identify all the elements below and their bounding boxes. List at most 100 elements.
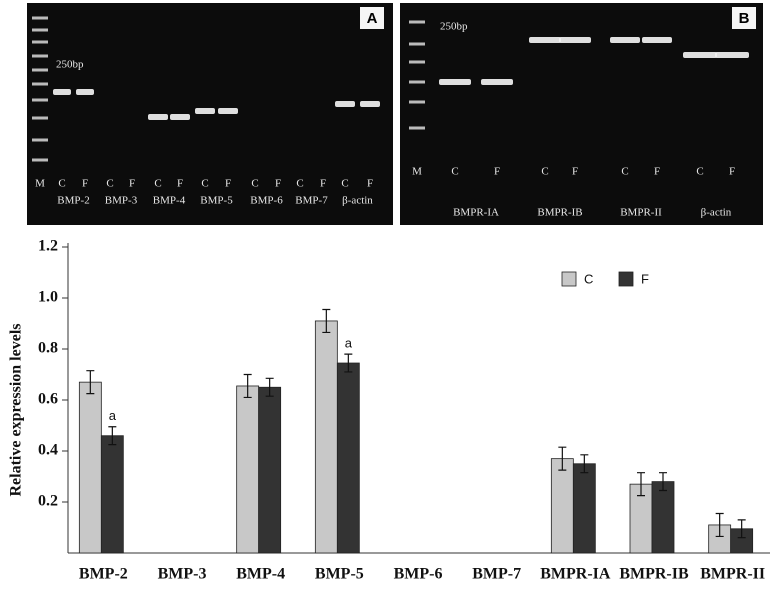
bar bbox=[336, 362, 360, 554]
lane-label: F bbox=[320, 178, 326, 190]
x-tick-label: BMP-7 bbox=[472, 566, 521, 583]
gel-band bbox=[715, 52, 749, 58]
lane-label: F bbox=[225, 178, 231, 190]
error-bar bbox=[558, 446, 567, 471]
y-tick-label: 1.2 bbox=[38, 238, 58, 255]
lane-label: F bbox=[572, 166, 578, 178]
ladder-band bbox=[409, 42, 425, 46]
x-tick-label: BMP-5 bbox=[315, 566, 364, 583]
ladder-band bbox=[32, 68, 48, 72]
bar bbox=[550, 458, 574, 554]
gene-label: BMP-6 bbox=[250, 195, 283, 207]
ladder-band bbox=[32, 138, 48, 142]
error-bar bbox=[715, 512, 724, 538]
size-marker: 250bp bbox=[440, 21, 468, 33]
error-bar bbox=[86, 370, 95, 395]
legend-label: C bbox=[584, 271, 593, 286]
ladder-label: M bbox=[35, 178, 45, 190]
gel-band bbox=[335, 101, 355, 107]
lane-label: C bbox=[341, 178, 348, 190]
ladder-band bbox=[409, 80, 425, 84]
error-bar bbox=[344, 353, 353, 373]
bar bbox=[314, 320, 338, 554]
legend-swatch bbox=[561, 271, 577, 287]
gene-label: BMPR-II bbox=[620, 207, 662, 219]
lane-label: F bbox=[367, 178, 373, 190]
gene-label: BMP-7 bbox=[295, 195, 328, 207]
gene-label: BMP-4 bbox=[153, 195, 186, 207]
gel-band bbox=[610, 37, 640, 43]
lane-label: F bbox=[129, 178, 135, 190]
lane-label: F bbox=[729, 166, 735, 178]
legend-swatch bbox=[618, 271, 634, 287]
lane-label: C bbox=[106, 178, 113, 190]
x-tick-label: BMP-6 bbox=[394, 566, 443, 583]
bar bbox=[651, 481, 675, 554]
lane-label: C bbox=[58, 178, 65, 190]
gel-band bbox=[76, 89, 94, 95]
gel-band bbox=[53, 89, 71, 95]
x-tick-label: BMP-2 bbox=[79, 566, 128, 583]
bar-chart: 0.2 0.4 0.6 0.8 1.0 1.2 Relative expression le… bbox=[8, 238, 770, 583]
significance-label: a bbox=[345, 336, 353, 351]
gel-band bbox=[481, 79, 513, 85]
y-tick-label: 0.8 bbox=[38, 340, 58, 357]
gel-band bbox=[529, 37, 561, 43]
panel-label-box bbox=[360, 7, 384, 29]
lane-label: F bbox=[177, 178, 183, 190]
gene-label: BMP-2 bbox=[57, 195, 89, 207]
x-tick-label: BMPR-II bbox=[700, 566, 765, 583]
error-bar bbox=[637, 472, 645, 497]
ladder-band bbox=[409, 20, 425, 24]
gene-label: BMPR-IA bbox=[453, 207, 499, 219]
lane-label: C bbox=[696, 166, 703, 178]
bar bbox=[100, 435, 124, 554]
error-bar bbox=[737, 519, 746, 539]
x-tick-label: BMP-4 bbox=[236, 566, 285, 583]
ladder-band bbox=[409, 100, 425, 104]
significance-label: a bbox=[109, 408, 117, 423]
gel-band bbox=[642, 37, 672, 43]
panel-label: B bbox=[739, 10, 750, 27]
ladder-band bbox=[32, 40, 48, 44]
gel-band bbox=[683, 52, 717, 58]
lane-label: C bbox=[541, 166, 548, 178]
gel-band bbox=[559, 37, 591, 43]
size-marker: 250bp bbox=[56, 59, 84, 71]
lane-label: C bbox=[201, 178, 208, 190]
gel-band bbox=[218, 108, 238, 114]
lane-label: F bbox=[82, 178, 88, 190]
panel-label: A bbox=[367, 10, 378, 27]
x-tick-label: BMP-3 bbox=[158, 566, 207, 583]
error-bar bbox=[243, 373, 252, 399]
bar bbox=[258, 386, 282, 554]
gel-panel-b bbox=[400, 3, 763, 225]
ladder-band bbox=[409, 126, 425, 130]
gene-label: BMP-3 bbox=[105, 195, 138, 207]
y-tick-label: 0.2 bbox=[38, 493, 58, 510]
y-tick-label: 0.6 bbox=[38, 391, 58, 408]
ladder-band bbox=[32, 28, 48, 32]
ladder-band bbox=[32, 98, 48, 102]
lane-label: F bbox=[275, 178, 281, 190]
x-tick-label: BMPR-IA bbox=[540, 566, 611, 583]
gene-label: β-actin bbox=[701, 207, 732, 219]
lane-label: F bbox=[654, 166, 660, 178]
lane-label: C bbox=[296, 178, 303, 190]
lane-label: C bbox=[451, 166, 458, 178]
error-bar bbox=[265, 377, 274, 397]
ladder-label: M bbox=[412, 166, 422, 178]
ladder-band bbox=[409, 60, 425, 64]
lane-label: C bbox=[251, 178, 258, 190]
ladder-band bbox=[32, 54, 48, 58]
lane-label: F bbox=[494, 166, 500, 178]
ladder-band bbox=[32, 158, 48, 162]
gene-label: BMP-5 bbox=[200, 195, 233, 207]
bar bbox=[236, 385, 260, 554]
gel-band bbox=[439, 79, 471, 85]
gel-band bbox=[195, 108, 215, 114]
y-tick-label: 1.0 bbox=[38, 289, 58, 306]
gels: A 250bp M C F BMP-2 C F BMP-3 C F BMP-4 C F BMP-5 C F BMP… bbox=[32, 7, 756, 219]
error-bar bbox=[108, 426, 117, 446]
